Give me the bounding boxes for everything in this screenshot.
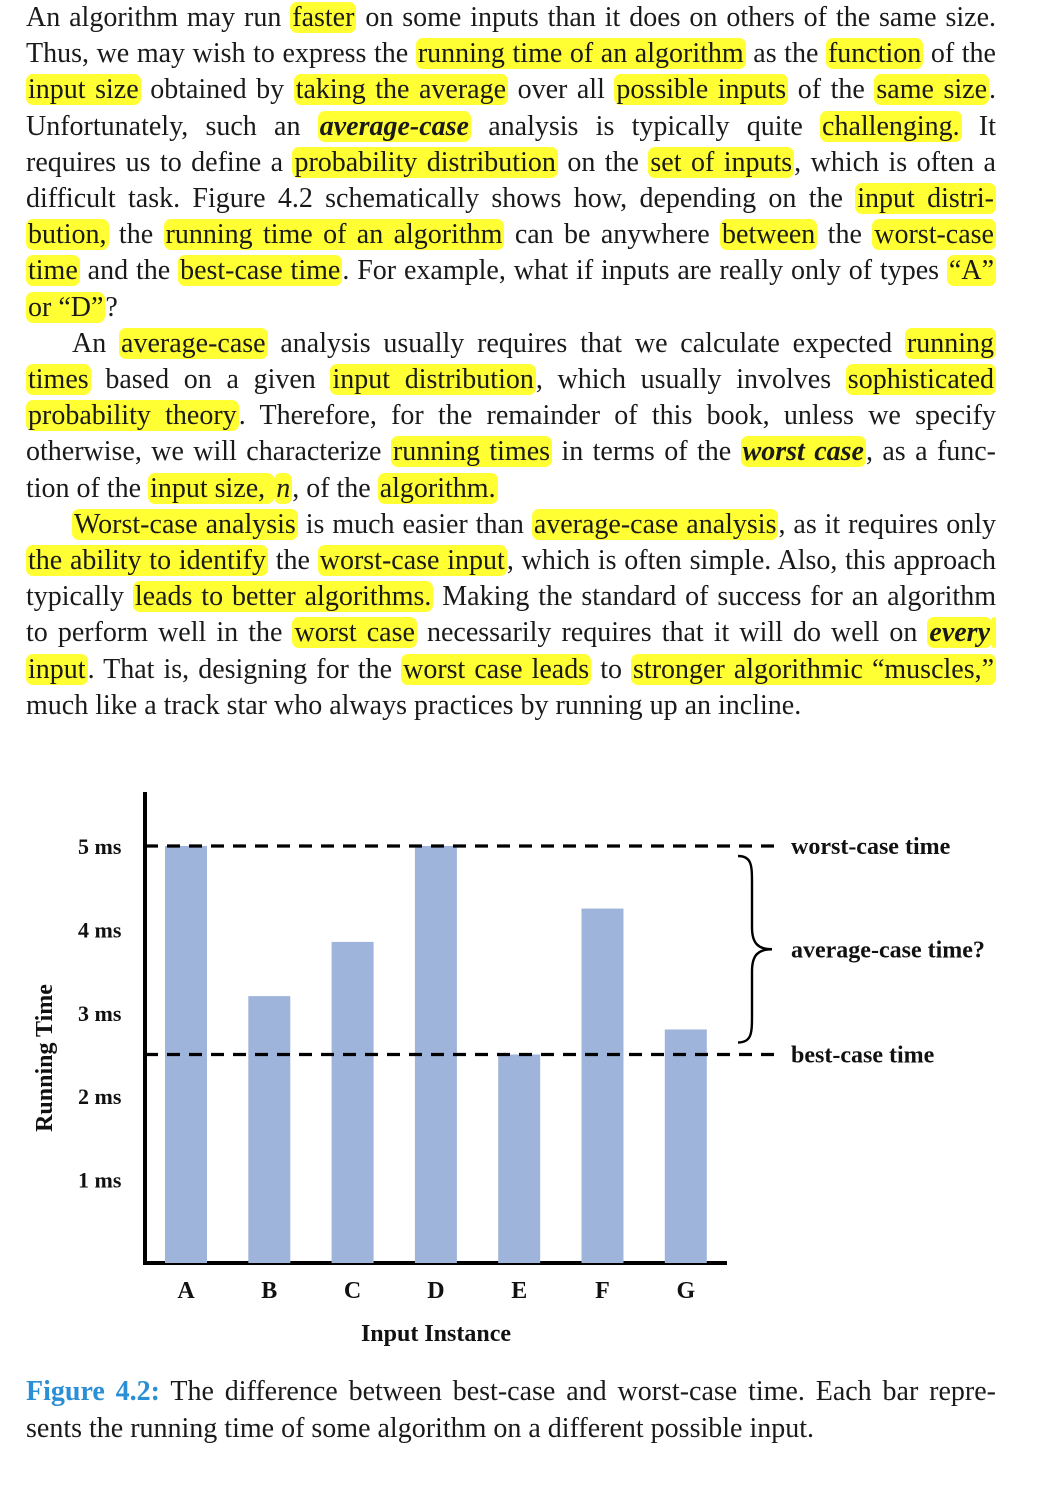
paragraph: An average-case analysis usually require… [26, 326, 996, 507]
highlighted-text: possible inputs [614, 74, 789, 106]
text-run: , as a func­tion of the [26, 436, 996, 504]
text-run: ? [105, 291, 118, 323]
worst-case-time-label: worst-case time [791, 834, 951, 860]
y-tick-label: 5 ms [78, 834, 122, 859]
text-run: analysis usually requires that we calcul… [267, 327, 905, 359]
text-run: necessarily requires that it will do wel… [416, 617, 928, 649]
highlighted-text: running time of an algorithm [415, 38, 746, 70]
text-run: of the [923, 38, 996, 70]
highlighted-text: worst case leads [401, 653, 592, 685]
highlighted-text: n [274, 472, 293, 504]
caption-label: Figure 4.2: [26, 1376, 160, 1407]
highlighted-text: input size [26, 74, 141, 106]
text-run: the [817, 219, 873, 251]
highlighted-text: worst case [740, 436, 866, 468]
text-run: analysis is typically quite [470, 110, 821, 142]
text-run: based on a given [90, 364, 331, 396]
text-run: , which usually involves [535, 364, 846, 396]
curly-brace [737, 854, 773, 1044]
y-tick-label: 1 ms [78, 1168, 122, 1193]
y-tick-label: 2 ms [78, 1084, 122, 1109]
figure-4-2: 1 ms 2 ms 3 ms 4 ms 5 ms Running Time A B C D E F G I… [0, 770, 1060, 1380]
text-run: and the [79, 255, 179, 287]
average-case-time-label: average-case time? [791, 937, 985, 963]
text-run: , as it requires only [778, 508, 997, 540]
highlighted-text: running times [390, 436, 553, 468]
highlighted-text: input distribution [330, 364, 536, 396]
bar-chart: 1 ms 2 ms 3 ms 4 ms 5 ms Running Time A B C D E F G I… [32, 792, 985, 1347]
x-tick-label: A [177, 1278, 195, 1304]
highlighted-text: every [927, 617, 992, 649]
text-run: on the [557, 146, 649, 178]
text-run: over all [508, 74, 615, 106]
text-run: Making the standard of success for an al… [26, 581, 996, 649]
x-tick-label: B [261, 1278, 277, 1304]
highlighted-text: probability distribution [292, 146, 558, 178]
y-tick-label: 4 ms [78, 917, 122, 942]
y-axis-title: Running Time [32, 984, 58, 1132]
text-run: the [267, 545, 318, 577]
highlighted-text: function [825, 38, 924, 70]
highlighted-text: between [720, 219, 818, 251]
bar-E [498, 1054, 541, 1263]
text-run: can be anywhere [504, 219, 721, 251]
bar-G [664, 1029, 707, 1263]
highlighted-text: the ability to identify [26, 545, 268, 577]
paragraph: Worst-case analysis is much easier than … [26, 507, 997, 724]
highlighted-text: leads to better algorithms. [132, 581, 434, 613]
highlighted-text: challenging. [820, 110, 962, 142]
text-run: It requires us to define a [26, 110, 996, 178]
caption-text: The difference between best-case and wor… [26, 1376, 996, 1444]
highlighted-text: algorithm. [377, 472, 498, 504]
text-run: the [108, 219, 164, 251]
highlighted-text: set of inputs [648, 146, 795, 178]
highlighted-text: average-case [317, 110, 471, 142]
text-run: , of the [292, 472, 378, 504]
x-tick-label: C [344, 1278, 361, 1304]
bar-C [331, 941, 374, 1263]
text-run: . That is, designing for the [87, 653, 402, 685]
text-run: as the [745, 38, 826, 70]
y-tick-label: 3 ms [78, 1001, 122, 1026]
text-run: , which is often simple. Also, this appr… [26, 545, 996, 613]
bar-F [581, 908, 624, 1263]
paragraph: An algorithm may run faster on some inpu… [26, 0, 996, 326]
text-run: obtained by [140, 74, 294, 106]
text-run: of the [788, 74, 875, 106]
text-run: An [72, 327, 120, 359]
text-run: . Unfortunately, such an [26, 74, 997, 142]
highlighted-text: faster [290, 2, 357, 33]
highlighted-text: worst case [292, 617, 417, 649]
highlighted-text: average-case [119, 327, 268, 359]
x-tick-label: D [427, 1278, 444, 1304]
highlighted-text: worst-case input [317, 545, 507, 577]
text-run: . Therefore, for the remainder of this b… [26, 400, 996, 468]
text-run: much like a track star who always practi… [26, 689, 802, 721]
text-run: , which is often a difficult task. Figur… [26, 146, 996, 215]
x-axis-title: Input Instance [361, 1321, 511, 1347]
bar-B [248, 996, 291, 1263]
highlighted-text: same size [874, 74, 990, 106]
text-run: An algorithm may run [26, 2, 291, 33]
highlighted-text: best-case time [178, 255, 343, 287]
highlighted-text: running time of an algorithm [163, 219, 505, 251]
text-run: in terms of the [552, 436, 741, 468]
body-text: An algorithm may run faster on some inpu… [26, 0, 997, 724]
x-tick-label: G [676, 1278, 695, 1304]
best-case-time-label: best-case time [791, 1043, 935, 1069]
highlighted-text: Worst-case analysis [72, 508, 298, 540]
text-run: . For example, what if inputs are really… [342, 255, 947, 287]
x-tick-label: F [595, 1278, 610, 1304]
highlighted-text: stronger algorithmic “muscles,” [631, 653, 997, 685]
figure-caption: Figure 4.2: The difference between best-… [26, 1374, 996, 1447]
text-run: to [591, 653, 632, 685]
text-run: on some inputs than it does on others of… [26, 2, 996, 70]
highlighted-text: taking the average [293, 74, 509, 106]
x-tick-label: E [511, 1278, 527, 1304]
highlighted-text: average-case analysis [531, 508, 779, 540]
highlighted-text: input size, [148, 472, 275, 504]
text-run: is much easier than [297, 508, 532, 540]
